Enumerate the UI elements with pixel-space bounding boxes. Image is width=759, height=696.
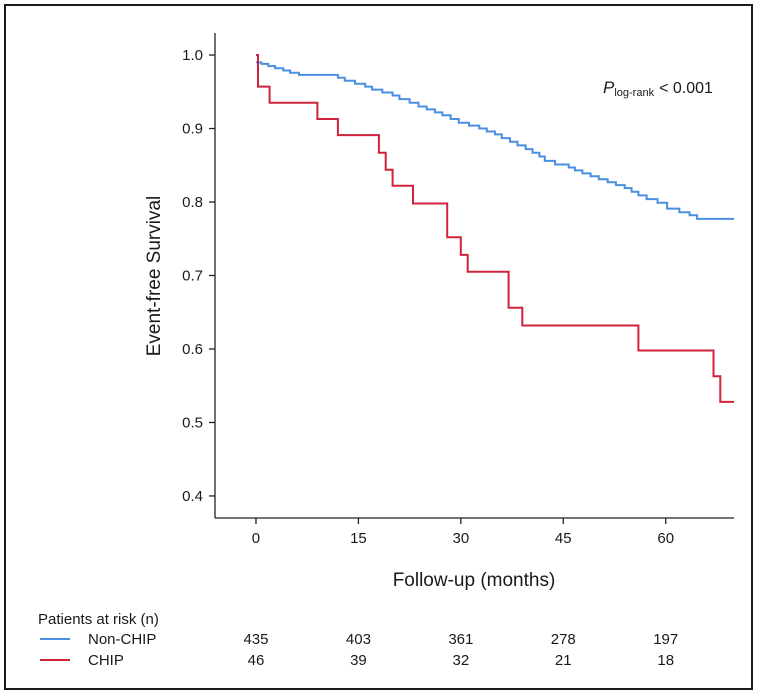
risk-count-non-chip: 403 <box>346 631 371 648</box>
series-layer <box>256 54 734 403</box>
x-axis-title: Follow-up (months) <box>393 570 556 591</box>
risk-count-chip: 18 <box>657 652 674 669</box>
x-tick-label: 45 <box>555 530 572 547</box>
x-tick-label: 0 <box>252 530 260 547</box>
risk-count-non-chip: 435 <box>243 631 268 648</box>
risk-count-chip: 32 <box>452 652 469 669</box>
p-symbol: P <box>603 78 615 97</box>
y-tick-label: 0.5 <box>182 414 203 431</box>
risk-count-non-chip: 197 <box>653 631 678 648</box>
axes: 0.4 0.5 0.6 0.7 0.8 0.9 1.0 0 15 30 45 60 <box>182 33 734 547</box>
y-tick-label: 1.0 <box>182 47 203 64</box>
risk-table-title: Patients at risk (n) <box>38 611 159 628</box>
p-value-annotation: Plog-rank < 0.001 <box>603 78 713 99</box>
figure-frame <box>4 4 753 690</box>
y-tick-label: 0.7 <box>182 268 203 285</box>
x-tick-label: 60 <box>657 530 674 547</box>
y-axis-title: Event-free Survival <box>144 196 165 357</box>
y-tick-label: 0.9 <box>182 121 203 138</box>
risk-row-label-non-chip: Non-CHIP <box>88 631 156 648</box>
p-subscript: log-rank <box>614 87 654 99</box>
risk-count-chip: 46 <box>248 652 265 669</box>
risk-row-label-chip: CHIP <box>88 652 124 669</box>
series-line-chip <box>256 54 734 403</box>
y-tick-label: 0.4 <box>182 488 203 505</box>
y-tick-label: 0.6 <box>182 341 203 358</box>
risk-table: Patients at risk (n) Non-CHIP 435 403 361 27… <box>38 611 678 669</box>
risk-count-non-chip: 278 <box>551 631 576 648</box>
y-tick-label: 0.8 <box>182 194 203 211</box>
p-value: < 0.001 <box>659 80 713 97</box>
risk-count-non-chip: 361 <box>448 631 473 648</box>
risk-count-chip: 21 <box>555 652 572 669</box>
series-line-non-chip <box>256 61 734 220</box>
risk-count-chip: 39 <box>350 652 367 669</box>
x-tick-label: 15 <box>350 530 367 547</box>
x-tick-label: 30 <box>452 530 469 547</box>
